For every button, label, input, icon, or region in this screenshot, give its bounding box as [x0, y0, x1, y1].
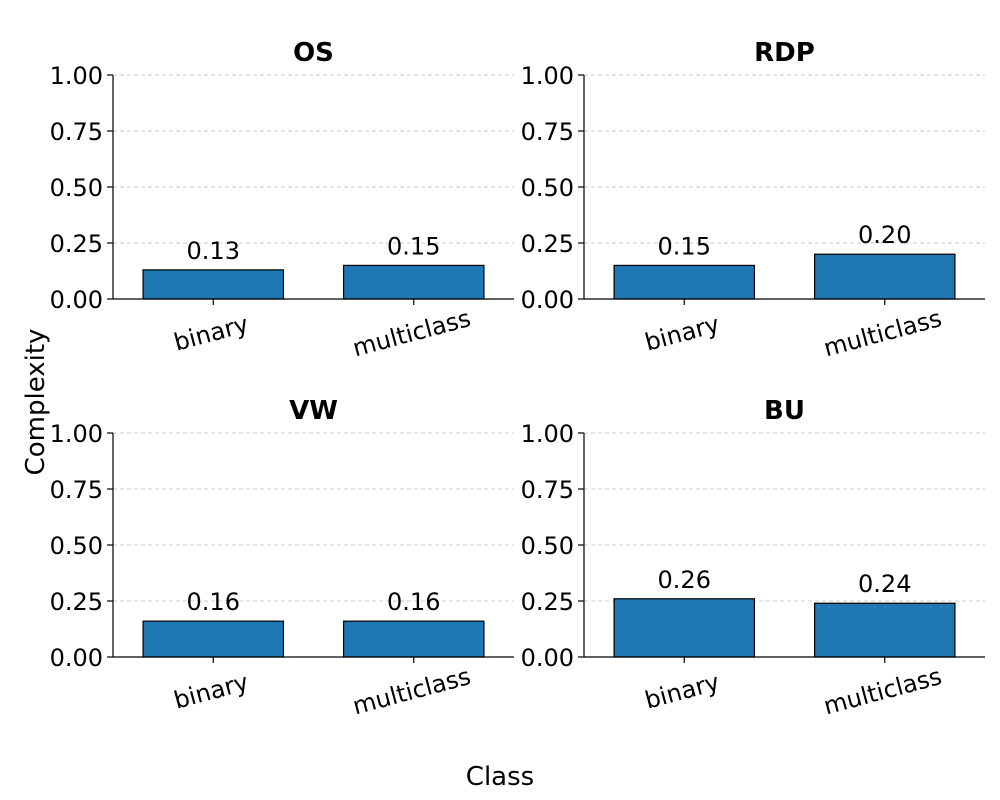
chart-title: RDP [754, 38, 815, 68]
chart-panel: 0.00 0.25 0.50 0.75 1.00 0.13 binary 0.15 multic… [50, 38, 514, 362]
y-tick-label: 0.50 [521, 174, 574, 202]
bar [813, 602, 956, 658]
y-tick-label: 0.75 [521, 118, 574, 146]
y-tick-label: 0.25 [521, 230, 574, 258]
chart-title: BU [764, 396, 805, 426]
y-tick-label: 0.25 [521, 588, 574, 616]
chart-panel: 0.00 0.25 0.50 0.75 1.00 0.16 binary 0.16 multic… [50, 396, 514, 720]
y-tick-label: 1.00 [521, 420, 574, 448]
x-tick-label: multiclass [350, 662, 474, 720]
bar [613, 598, 756, 658]
bar [613, 264, 756, 300]
y-tick-label: 0.00 [50, 286, 103, 314]
y-axis-label: Complexity [21, 329, 51, 476]
y-tick-label: 0.25 [50, 230, 103, 258]
bar-value-label: 0.16 [187, 588, 240, 616]
bar-value-label: 0.15 [387, 232, 440, 260]
x-tick-label: multiclass [821, 662, 945, 720]
y-tick-label: 1.00 [50, 62, 103, 90]
x-tick-label: binary [171, 310, 252, 357]
y-tick-label: 0.25 [50, 588, 103, 616]
y-tick-label: 0.75 [521, 476, 574, 504]
chart-title: OS [293, 38, 334, 68]
x-tick-label: multiclass [350, 304, 474, 362]
y-tick-label: 0.50 [50, 174, 103, 202]
x-tick-label: binary [171, 668, 252, 715]
x-axis-label: Class [466, 762, 534, 792]
chart-panel: 0.00 0.25 0.50 0.75 1.00 0.26 binary 0.24 multic… [521, 396, 985, 720]
y-tick-label: 0.00 [521, 644, 574, 672]
y-tick-label: 0.50 [521, 532, 574, 560]
bar [142, 269, 285, 300]
bar-value-label: 0.26 [658, 566, 711, 594]
bar-value-label: 0.24 [858, 570, 911, 598]
bar [342, 620, 485, 658]
bar [342, 264, 485, 300]
chart-title: VW [289, 396, 338, 426]
x-tick-label: binary [642, 668, 723, 715]
y-tick-label: 0.00 [521, 286, 574, 314]
y-tick-label: 1.00 [521, 62, 574, 90]
y-tick-label: 1.00 [50, 420, 103, 448]
y-tick-label: 0.75 [50, 118, 103, 146]
bar [813, 253, 956, 300]
bar-value-label: 0.15 [658, 232, 711, 260]
x-tick-label: multiclass [821, 304, 945, 362]
bar-value-label: 0.20 [858, 221, 911, 249]
y-tick-label: 0.00 [50, 644, 103, 672]
chart-panel: 0.00 0.25 0.50 0.75 1.00 0.15 binary 0.20 multic… [521, 38, 985, 362]
x-tick-label: binary [642, 310, 723, 357]
bar [142, 620, 285, 658]
y-tick-label: 0.75 [50, 476, 103, 504]
bar-value-label: 0.13 [187, 237, 240, 265]
y-tick-label: 0.50 [50, 532, 103, 560]
bar-value-label: 0.16 [387, 588, 440, 616]
